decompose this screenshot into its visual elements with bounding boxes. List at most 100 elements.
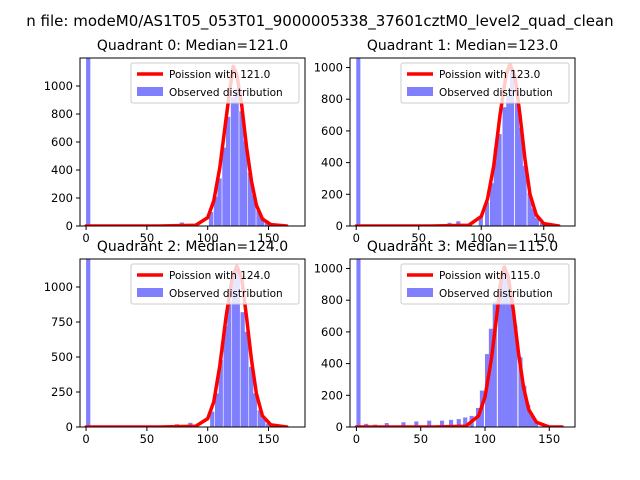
histogram-bar xyxy=(510,72,515,226)
histogram-bar xyxy=(515,102,520,226)
legend-box xyxy=(130,62,300,104)
histogram-bar xyxy=(509,297,514,427)
histogram-bar xyxy=(414,421,419,427)
legend-observed-label: Observed distribution xyxy=(169,87,283,99)
x-tick-label: 0 xyxy=(353,432,360,446)
histogram-bar xyxy=(490,183,495,226)
histogram-bar xyxy=(531,208,536,226)
y-tick-label: 1000 xyxy=(314,262,343,276)
legend-observed-swatch xyxy=(407,87,433,96)
histogram-bar xyxy=(535,218,540,226)
histogram-bar xyxy=(384,423,389,427)
histogram-bar xyxy=(232,275,237,427)
legend-poisson-label: Poission with 115.0 xyxy=(439,270,540,282)
y-tick-label: 1000 xyxy=(314,61,343,75)
legend-poisson-label: Poission with 123.0 xyxy=(439,69,540,81)
histogram-bar xyxy=(225,116,231,226)
histogram-bar xyxy=(356,259,361,427)
histogram-bar xyxy=(215,393,220,427)
histogram-bar xyxy=(208,212,214,226)
subplot-quadrant-1: 0 50 100 150 0 200 400 600 800 1000 Quadrant 1: Me… xyxy=(314,38,576,245)
x-tick-label: 150 xyxy=(258,432,280,446)
axes-frame xyxy=(349,57,576,227)
legend-observed-label: Observed distribution xyxy=(439,288,553,300)
histogram-bar xyxy=(252,393,257,427)
histogram-bar xyxy=(257,410,262,427)
figure-suptitle: n file: modeM0/AS1T05_053T01_9000005338_… xyxy=(26,12,613,31)
histogram-bar xyxy=(513,325,518,427)
x-tick-label: 100 xyxy=(470,231,492,245)
legend-poisson-label: Poission with 124.0 xyxy=(169,270,270,282)
y-tick-label: 600 xyxy=(321,325,343,339)
histogram-bar xyxy=(440,420,445,427)
histogram-bar xyxy=(522,385,527,427)
histogram-bar xyxy=(222,147,227,226)
subplot-quadrant-2: 0 50 100 150 0 250 500 750 1000 Quadrant 2: Media… xyxy=(44,239,306,446)
histogram-bar xyxy=(86,259,91,427)
y-tick-label: 250 xyxy=(51,385,73,399)
histogram-bar xyxy=(210,411,215,427)
legend-box xyxy=(400,62,570,104)
subplot-title: Quadrant 3: Median=115.0 xyxy=(367,239,558,255)
subplot-title: Quadrant 1: Median=123.0 xyxy=(367,38,558,54)
histogram-bar xyxy=(540,222,545,226)
y-tick-label: 750 xyxy=(51,315,73,329)
subplot-title: Quadrant 0: Median=121.0 xyxy=(97,38,288,54)
y-tick-label: 600 xyxy=(51,135,73,149)
histogram-bar xyxy=(239,111,244,226)
histogram-bar xyxy=(213,196,219,226)
x-tick-label: 150 xyxy=(538,432,560,446)
legend-observed-swatch xyxy=(137,288,163,297)
histogram-bar xyxy=(401,422,406,427)
histogram-bar xyxy=(244,331,249,427)
legend: Poission with 124.0 Observed distribution xyxy=(130,263,300,305)
histogram-bar xyxy=(456,419,461,427)
histogram-bar xyxy=(527,192,532,226)
histogram-bar xyxy=(247,172,253,226)
histogram-bar xyxy=(492,301,497,427)
legend-poisson-label: Poission with 121.0 xyxy=(169,69,270,81)
legend-observed-swatch xyxy=(137,87,163,96)
y-tick-label: 200 xyxy=(51,191,73,205)
y-tick-label: 400 xyxy=(51,163,73,177)
histogram-bar xyxy=(217,178,222,226)
y-tick-label: 0 xyxy=(336,420,343,434)
x-tick-label: 150 xyxy=(258,231,280,245)
axes-frame xyxy=(79,258,306,428)
histogram-bar xyxy=(493,148,498,226)
histogram-bar xyxy=(266,423,271,427)
x-tick-label: 100 xyxy=(474,432,496,446)
histogram-bar xyxy=(223,326,228,427)
histogram-bar xyxy=(256,210,261,226)
histogram-bar xyxy=(260,217,265,226)
legend: Poission with 121.0 Observed distribution xyxy=(130,62,300,104)
histogram-bar xyxy=(449,419,454,427)
histogram-bar xyxy=(234,88,239,226)
histogram-bar xyxy=(497,284,502,427)
x-tick-label: 100 xyxy=(197,231,219,245)
histogram-bar xyxy=(518,127,523,226)
legend-box xyxy=(400,263,570,305)
subplot-title: Quadrant 2: Median=124.0 xyxy=(97,239,288,255)
histogram-bar xyxy=(506,96,511,226)
y-tick-label: 1000 xyxy=(44,280,73,294)
y-tick-label: 800 xyxy=(51,107,73,121)
y-tick-label: 400 xyxy=(321,357,343,371)
histogram-bar xyxy=(463,417,468,427)
histogram-bar xyxy=(505,279,510,427)
legend: Poission with 123.0 Observed distribution xyxy=(400,62,570,104)
histogram-bar xyxy=(249,366,254,427)
axes-frame xyxy=(349,258,576,428)
histogram-bar xyxy=(251,195,256,226)
legend: Poission with 115.0 Observed distribution xyxy=(400,263,570,305)
histogram-bar xyxy=(518,357,523,427)
histogram-bar xyxy=(530,415,535,427)
y-tick-label: 200 xyxy=(321,388,343,402)
x-tick-label: 50 xyxy=(413,432,428,446)
subplot-quadrant-3: 0 50 100 150 0 200 400 600 800 1000 Quadrant 3: Me… xyxy=(314,239,576,446)
histogram-bar xyxy=(235,270,240,427)
histogram-bar xyxy=(533,422,538,427)
x-tick-label: 100 xyxy=(197,432,219,446)
y-tick-label: 200 xyxy=(321,187,343,201)
